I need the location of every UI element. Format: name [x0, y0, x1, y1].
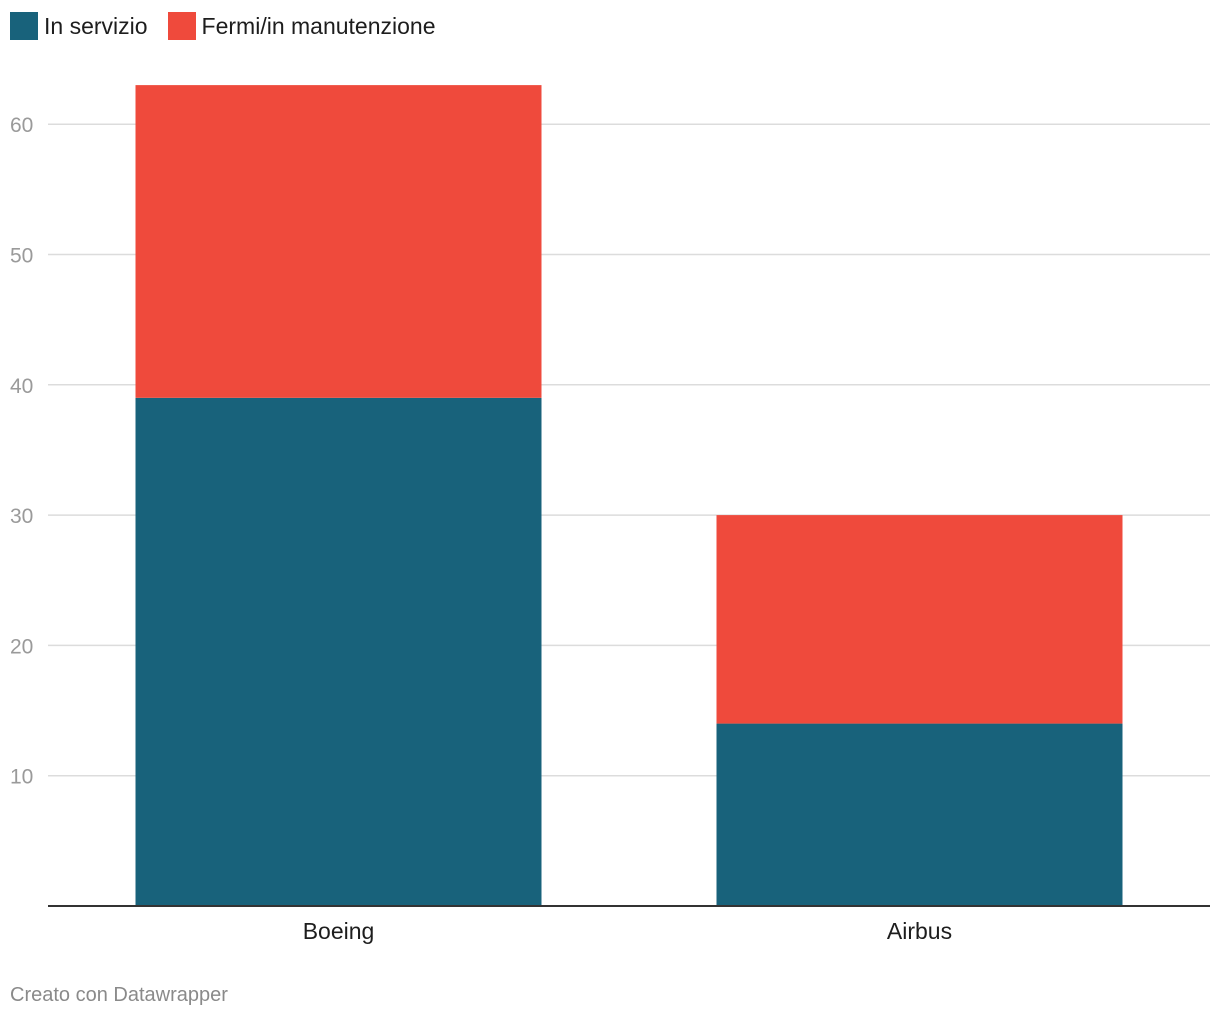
x-tick-label-boeing: Boeing [303, 918, 375, 944]
y-tick-label-10: 10 [10, 766, 33, 789]
bar-boeing-in-servizio [135, 397, 542, 906]
y-tick-label-40: 40 [10, 375, 33, 398]
legend-swatch-in-servizio [10, 12, 38, 40]
bar-airbus-fermi [716, 515, 1123, 724]
y-tick-label-20: 20 [10, 635, 33, 658]
axis-layer: Boeing Airbus [48, 905, 1210, 944]
legend-label-fermi: Fermi/in manutenzione [201, 12, 436, 39]
y-tick-label-60: 60 [10, 114, 33, 137]
y-tick-label-30: 30 [10, 505, 33, 528]
legend-swatch-fermi [167, 12, 196, 40]
x-tick-label-airbus: Airbus [887, 918, 952, 944]
chart-legend: In servizio Fermi/in manutenzione [10, 12, 436, 40]
bar-airbus-in-servizio [716, 723, 1123, 906]
bar-boeing-fermi [135, 85, 542, 398]
bars-layer [135, 85, 1123, 906]
legend-item-fermi: Fermi/in manutenzione [167, 12, 436, 40]
y-tick-label-50: 50 [10, 245, 33, 268]
legend-label-in-servizio: In servizio [44, 12, 148, 39]
datawrapper-credit: Creato con Datawrapper [10, 984, 228, 1006]
legend-item-in-servizio: In servizio [10, 12, 148, 40]
